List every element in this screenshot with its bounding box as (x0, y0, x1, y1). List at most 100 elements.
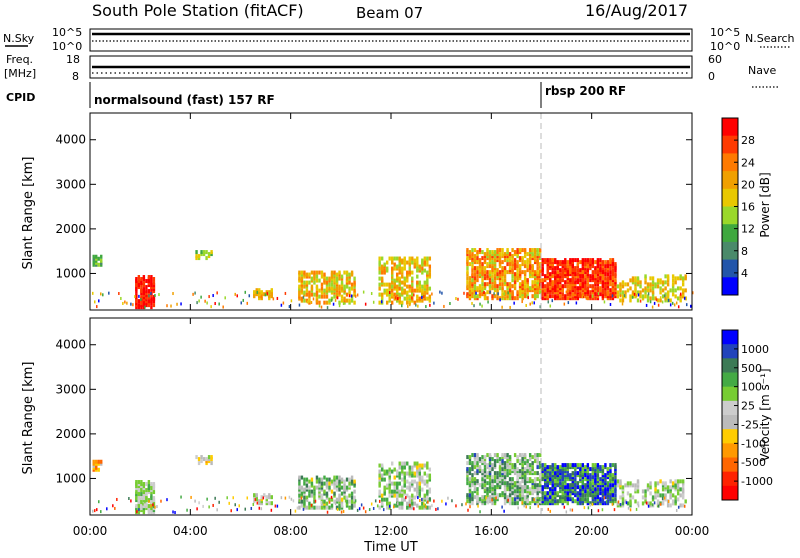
velocity-cell (408, 499, 411, 504)
power-cell (478, 292, 482, 297)
velocity-cell (503, 483, 507, 488)
velocity-cell (506, 481, 509, 486)
velocity-cell (496, 455, 499, 460)
power-cell (569, 288, 572, 293)
power-cell (258, 288, 261, 293)
velocity-cell (298, 489, 301, 494)
velocity-cell (466, 499, 469, 504)
power-cell (95, 258, 98, 263)
velocity-cell (318, 483, 321, 488)
velocity-cell (546, 465, 549, 470)
velocity-cell (471, 479, 474, 484)
power-cell (493, 254, 497, 259)
velocity-cell (559, 465, 562, 470)
velocity-cell (320, 493, 324, 498)
power-cell (571, 296, 574, 301)
velocity-cell (591, 495, 595, 500)
power-cell (378, 300, 381, 305)
velocity-ground-cell (214, 496, 216, 500)
power-ground-cell (288, 305, 291, 309)
power-cell (343, 288, 346, 293)
velocity-cell (671, 485, 675, 490)
power-cell (596, 272, 600, 277)
velocity-cell (496, 459, 499, 464)
velocity-cell (408, 465, 411, 470)
velocity-ground-cell (364, 510, 367, 514)
power-cell (609, 282, 612, 287)
velocity-cell (350, 495, 354, 500)
velocity-cell (674, 483, 677, 488)
power-cell (380, 268, 384, 273)
velocity-cell (396, 503, 399, 508)
power-cell (526, 278, 529, 283)
velocity-cell (601, 469, 605, 474)
power-cell (516, 292, 519, 297)
velocity-cell (481, 483, 484, 488)
velocity-cell (676, 479, 680, 484)
velocity-cell (318, 477, 321, 482)
velocity-cell (516, 457, 519, 462)
power-ground-cell (421, 295, 423, 299)
velocity-cell (471, 483, 474, 488)
velocity-cell (556, 483, 559, 488)
velocity-cell (416, 503, 419, 508)
velocity-cell (649, 485, 652, 490)
power-cell (546, 290, 549, 295)
velocity-ground-cell (360, 503, 363, 507)
velocity-ground-cell (677, 505, 680, 509)
power-cell (518, 266, 522, 271)
power-cell (468, 256, 472, 261)
velocity-cell (596, 487, 600, 492)
power-cell (491, 294, 494, 299)
velocity-cell (488, 473, 492, 478)
velocity-cell (584, 497, 587, 502)
velocity-cell (611, 485, 615, 490)
velocity-cell (388, 481, 391, 486)
velocity-cell (150, 510, 153, 515)
power-cell (496, 272, 499, 277)
velocity-cell (491, 491, 494, 496)
power-cell (147, 301, 151, 306)
velocity-cell (396, 485, 399, 490)
velocity-cell (569, 485, 572, 490)
velocity-cell (145, 498, 148, 503)
velocity-cell (483, 475, 487, 480)
power-cell (506, 250, 509, 255)
velocity-cell (508, 481, 512, 486)
velocity-cell (664, 483, 667, 488)
power-cell (503, 254, 507, 259)
velocity-cell (328, 487, 331, 492)
velocity-ground-cell (246, 496, 249, 500)
power-cell (554, 270, 557, 275)
power-cell (581, 266, 585, 271)
power-cell (496, 252, 499, 257)
power-cell (634, 292, 637, 297)
velocity-cell (541, 475, 544, 480)
velocity-cell (310, 477, 314, 482)
velocity-ground-cell (370, 502, 373, 506)
velocity-cell (426, 473, 429, 478)
power-cell (335, 276, 339, 281)
velocity-cell (403, 489, 406, 494)
power-cell (591, 278, 595, 283)
power-cell (348, 272, 351, 277)
velocity-cell (654, 495, 657, 500)
velocity-cell (546, 497, 549, 502)
velocity-cell (408, 481, 411, 486)
power-cell (498, 276, 502, 281)
power-ground-cell (613, 293, 616, 297)
power-cell (596, 282, 600, 287)
power-cell (391, 274, 394, 279)
velocity-cell (506, 465, 509, 470)
power-cell (516, 272, 519, 277)
velocity-cell (335, 499, 339, 504)
power-cell (411, 292, 414, 297)
velocity-cell (551, 497, 554, 502)
velocity-cell (345, 499, 349, 504)
velocity-cell (586, 499, 590, 504)
velocity-cell (486, 481, 489, 486)
nave-tick-bottom: 0 (708, 70, 715, 83)
velocity-cell (579, 477, 582, 482)
velocity-cell (616, 483, 620, 488)
power-ground-cell (577, 293, 580, 297)
